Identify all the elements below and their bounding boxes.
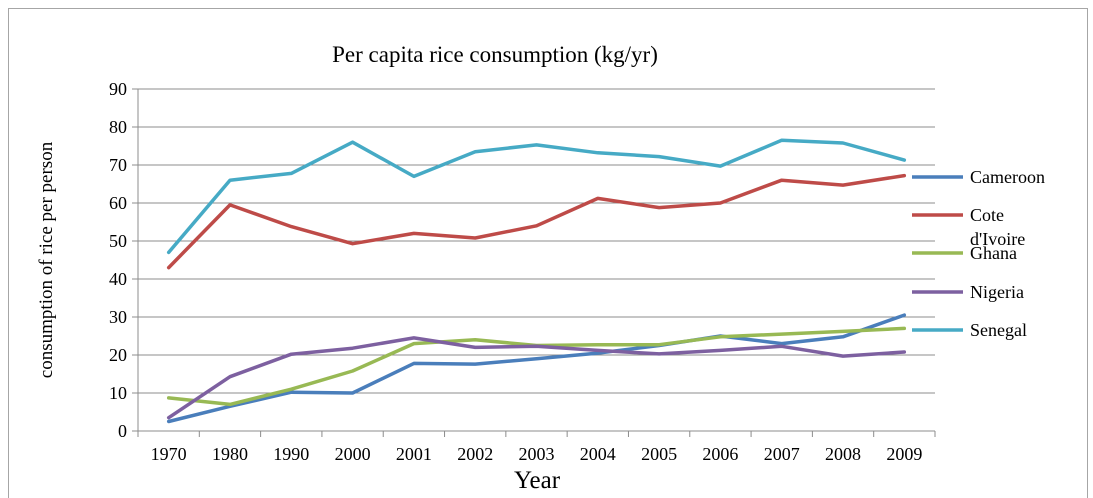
x-tick-label: 2002 <box>457 444 493 464</box>
y-tick-label: 10 <box>109 383 127 403</box>
x-tick-label: 2003 <box>519 444 555 464</box>
x-axis-ticks: 1970 1980 1990 2000 2001 2002 2003 2004 2005 2006… <box>137 431 936 464</box>
x-tick-label: 2004 <box>580 444 616 464</box>
chart-title: Per capita rice consumption (kg/yr) <box>332 42 658 67</box>
y-tick-label: 30 <box>109 307 127 327</box>
axes <box>137 89 935 432</box>
x-tick-label: 2000 <box>335 444 371 464</box>
series-line <box>166 336 907 420</box>
legend-label: Ghana <box>970 243 1017 263</box>
series-lines <box>166 138 907 424</box>
y-tick-label: 70 <box>109 155 127 175</box>
y-tick-label: 20 <box>109 345 127 365</box>
legend-label: Cote d'Ivoire <box>970 205 1025 249</box>
x-tick-label: 1980 <box>212 444 248 464</box>
x-tick-label: 1970 <box>151 444 187 464</box>
y-tick-label: 80 <box>109 117 127 137</box>
x-tick-label: 2001 <box>396 444 432 464</box>
x-tick-label: 2009 <box>886 444 922 464</box>
y-tick-label: 60 <box>109 193 127 213</box>
y-tick-label: 50 <box>109 231 127 251</box>
series-line <box>166 138 907 255</box>
legend-label: Nigeria <box>970 282 1024 302</box>
x-tick-label: 2008 <box>825 444 861 464</box>
y-axis-ticks: 0 10 20 30 40 50 60 70 80 90 <box>109 79 138 441</box>
series-line <box>166 173 907 270</box>
x-tick-label: 1990 <box>273 444 309 464</box>
series-line <box>166 313 907 424</box>
y-tick-label: 0 <box>118 421 127 441</box>
x-tick-label: 2005 <box>641 444 677 464</box>
x-axis-label: Year <box>514 467 561 491</box>
legend-label: Senegal <box>970 320 1027 340</box>
y-tick-label: 90 <box>109 79 127 99</box>
y-tick-label: 40 <box>109 269 127 289</box>
y-axis-label: consumption of rice per person <box>36 141 57 378</box>
x-tick-label: 2006 <box>702 444 738 464</box>
legend-label: Cameroon <box>970 167 1045 187</box>
gridlines <box>138 88 935 394</box>
x-tick-label: 2007 <box>764 444 800 464</box>
